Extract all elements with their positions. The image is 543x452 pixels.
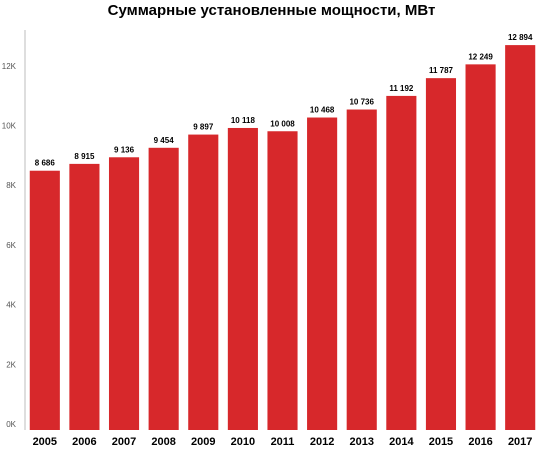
y-tick-label: 12K xyxy=(2,62,17,71)
data-label: 12 249 xyxy=(468,52,493,61)
y-axis: 0K 2K 4K 6K 8K 10K 12K xyxy=(2,30,26,430)
x-tick-label: 2015 xyxy=(429,436,453,448)
data-label: 10 736 xyxy=(349,98,374,107)
y-tick-label: 0K xyxy=(6,420,16,429)
data-label: 12 894 xyxy=(508,33,533,42)
bar-2014 xyxy=(386,95,417,430)
bar-2008 xyxy=(148,147,179,431)
x-tick-label: 2009 xyxy=(191,436,215,448)
data-label: 10 468 xyxy=(310,106,335,115)
bar-2011 xyxy=(267,131,298,430)
data-label: 10 118 xyxy=(231,116,256,125)
x-tick-label: 2008 xyxy=(151,436,175,448)
bars xyxy=(29,45,536,431)
data-label: 9 454 xyxy=(154,136,175,145)
x-tick-label: 2010 xyxy=(231,436,255,448)
x-tick-label: 2017 xyxy=(508,436,532,448)
bar-2006 xyxy=(69,163,100,430)
y-tick-label: 8K xyxy=(6,181,16,190)
x-tick-label: 2014 xyxy=(389,436,414,448)
bar-2016 xyxy=(465,64,496,431)
x-tick-label: 2012 xyxy=(310,436,334,448)
data-label: 9 136 xyxy=(114,145,135,154)
data-label: 11 192 xyxy=(389,84,414,93)
bar-2010 xyxy=(227,127,258,430)
bar-2007 xyxy=(108,157,140,430)
bar-2009 xyxy=(188,134,219,430)
x-tick-label: 2007 xyxy=(112,436,136,448)
bar-2005 xyxy=(29,170,60,430)
x-tick-label: 2013 xyxy=(349,436,373,448)
x-tick-label: 2011 xyxy=(271,436,295,448)
x-tick-label: 2005 xyxy=(33,436,57,448)
y-tick-label: 6K xyxy=(6,241,16,250)
y-tick-label: 10K xyxy=(2,121,17,130)
data-label: 8 686 xyxy=(35,159,56,168)
labels: 8 686 2005 8 915 2006 9 136 2007 9 454 2008 9 89… xyxy=(33,33,533,448)
bar-2017 xyxy=(505,45,536,430)
data-label: 11 787 xyxy=(429,66,454,75)
data-label: 10 008 xyxy=(270,119,295,128)
bar-2015 xyxy=(425,78,457,431)
data-label: 8 915 xyxy=(74,152,95,161)
y-tick-label: 4K xyxy=(6,301,16,310)
chart-title: Суммарные установленные мощности, МВт xyxy=(107,2,436,19)
bar-2012 xyxy=(307,117,338,431)
x-tick-label: 2006 xyxy=(72,436,96,448)
y-tick-label: 2K xyxy=(6,360,16,369)
bar-2013 xyxy=(346,109,377,431)
x-tick-label: 2016 xyxy=(468,436,492,448)
data-label: 9 897 xyxy=(193,123,214,132)
